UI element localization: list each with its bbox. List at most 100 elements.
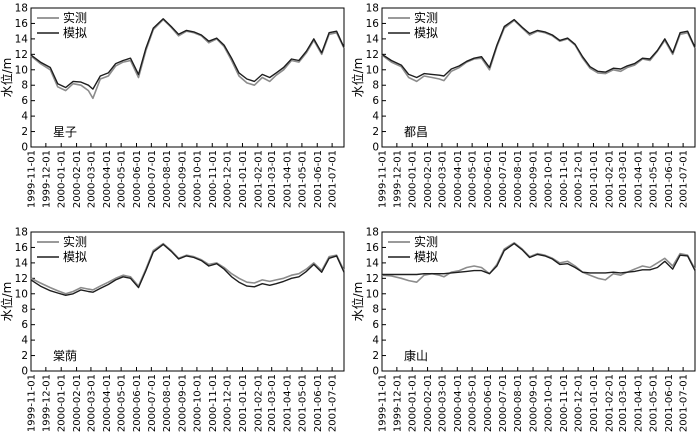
xtick-label: 2000-03-01 <box>437 150 448 208</box>
ytick-label: 12 <box>15 273 28 285</box>
plot-frame <box>381 231 696 372</box>
xtick-label: 1999-11-01 <box>27 374 38 432</box>
xtick-label: 2000-12-01 <box>223 374 234 432</box>
xtick-label: 2000-09-01 <box>178 150 189 208</box>
ytick-label: 14 <box>366 33 380 45</box>
xtick-label: 2000-05-01 <box>468 374 479 432</box>
xtick-label: 2001-04-01 <box>283 374 294 432</box>
xtick-label: 1999-12-01 <box>392 150 403 208</box>
xtick-label: 2001-01-01 <box>238 374 249 432</box>
xtick-label: 2000-05-01 <box>117 150 128 208</box>
series-line-0 <box>30 242 345 295</box>
xtick-label: 2000-08-01 <box>513 374 524 432</box>
xtick-label: 2000-07-01 <box>147 150 158 208</box>
ytick-label: 12 <box>366 273 379 285</box>
xtick-label: 2000-06-01 <box>483 150 494 208</box>
xtick-label: 1999-11-01 <box>378 150 389 208</box>
ytick-label: 8 <box>21 80 28 92</box>
xtick-label: 2000-11-01 <box>208 150 219 208</box>
legend-entry: 实测 <box>63 10 87 25</box>
xtick-label: 2001-04-01 <box>634 150 645 208</box>
ytick-label: 12 <box>366 49 379 61</box>
ytick-label: 0 <box>21 366 28 378</box>
xtick-label: 2000-05-01 <box>117 374 128 432</box>
xtick-label: 2000-08-01 <box>513 150 524 208</box>
xtick-label: 2000-12-01 <box>574 374 585 432</box>
xtick-label: 2001-02-01 <box>253 374 264 432</box>
station-label: 星子 <box>53 125 77 139</box>
xtick-label: 2001-01-01 <box>589 150 600 208</box>
chart-panel-3: 0 2 4 6 8 10 12 14 16 18 1999-11-01 1999-12-01 2000-… <box>350 227 696 432</box>
ytick-label: 0 <box>21 142 28 154</box>
xtick-label: 2001-06-01 <box>664 150 675 208</box>
xtick-label: 2000-03-01 <box>437 374 448 432</box>
xtick-label: 2001-07-01 <box>328 150 339 208</box>
xtick-label: 2000-11-01 <box>559 150 570 208</box>
ytick-label: 4 <box>372 111 379 123</box>
xtick-label: 2001-04-01 <box>283 150 294 208</box>
xtick-label: 2000-04-01 <box>453 150 464 208</box>
xtick-label: 2000-04-01 <box>102 150 113 208</box>
ytick-label: 16 <box>15 242 29 254</box>
xtick-label: 2000-01-01 <box>57 150 68 208</box>
xtick-label: 2000-01-01 <box>408 150 419 208</box>
ytick-label: 4 <box>21 111 28 123</box>
xtick-label: 1999-11-01 <box>378 374 389 432</box>
xtick-label: 2000-01-01 <box>408 374 419 432</box>
xtick-label: 2000-08-01 <box>162 374 173 432</box>
xtick-label: 2001-05-01 <box>297 150 308 208</box>
xtick-label: 2001-06-01 <box>664 374 675 432</box>
xtick-label: 2000-09-01 <box>178 374 189 432</box>
ytick-label: 10 <box>15 288 28 300</box>
chart-panel-1: 0 2 4 6 8 10 12 14 16 18 1999-11-01 1999-12-01 2000-… <box>350 3 696 208</box>
xtick-label: 2000-07-01 <box>147 374 158 432</box>
ytick-label: 16 <box>366 242 380 254</box>
xtick-label: 2000-02-01 <box>72 374 83 432</box>
xtick-label: 2000-08-01 <box>162 150 173 208</box>
xtick-label: 2001-04-01 <box>634 374 645 432</box>
ytick-label: 2 <box>21 126 28 138</box>
ytick-label: 4 <box>372 335 379 347</box>
xtick-label: 2001-01-01 <box>238 150 249 208</box>
ytick-label: 6 <box>372 95 379 107</box>
xtick-label: 2000-12-01 <box>223 150 234 208</box>
ytick-label: 2 <box>372 126 379 138</box>
station-label: 棠荫 <box>53 349 77 363</box>
xtick-label: 2001-03-01 <box>618 150 629 208</box>
series-line-1 <box>30 243 345 296</box>
series-line-1 <box>381 18 696 79</box>
xtick-label: 2001-07-01 <box>679 374 690 432</box>
legend-entry: 实测 <box>414 234 438 249</box>
ytick-label: 10 <box>366 64 379 76</box>
xtick-label: 2000-06-01 <box>132 150 143 208</box>
ytick-label: 4 <box>21 335 28 347</box>
xtick-label: 2000-04-01 <box>102 374 113 432</box>
xtick-label: 2001-06-01 <box>313 374 324 432</box>
xtick-label: 1999-12-01 <box>392 374 403 432</box>
xtick-label: 2000-10-01 <box>192 150 203 208</box>
xtick-label: 2000-10-01 <box>192 374 203 432</box>
legend-entry: 模拟 <box>414 250 438 264</box>
legend-entry: 模拟 <box>414 26 438 40</box>
ytick-label: 16 <box>366 18 380 30</box>
ytick-label: 10 <box>366 288 379 300</box>
ytick-label: 18 <box>15 227 28 239</box>
legend-entry: 实测 <box>63 234 87 249</box>
xtick-label: 2001-07-01 <box>328 374 339 432</box>
y-axis-label: 水位/m <box>0 58 14 98</box>
xtick-label: 2000-07-01 <box>498 150 509 208</box>
ytick-label: 6 <box>21 95 28 107</box>
xtick-label: 2000-02-01 <box>423 374 434 432</box>
xtick-label: 2000-02-01 <box>423 150 434 208</box>
xtick-label: 2000-11-01 <box>208 374 219 432</box>
xtick-label: 2000-10-01 <box>543 374 554 432</box>
ytick-label: 14 <box>366 257 380 269</box>
chart-panel-0: 0 2 4 6 8 10 12 14 16 18 1999-11-01 1999-12-01 2000-… <box>0 3 345 208</box>
xtick-label: 2000-10-01 <box>543 150 554 208</box>
xtick-label: 2001-07-01 <box>679 150 690 208</box>
xtick-label: 2000-09-01 <box>529 374 540 432</box>
